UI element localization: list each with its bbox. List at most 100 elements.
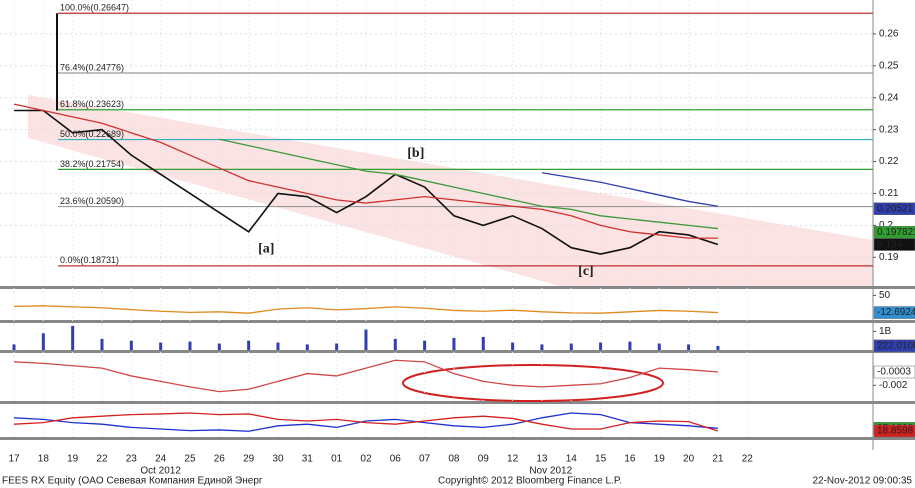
value-marker [873, 339, 915, 353]
x-tick-label: 02 [360, 454, 372, 465]
value-marker-label: 18.8598 [877, 426, 914, 437]
series-line [13, 412, 719, 432]
x-tick-label: 30 [272, 454, 284, 465]
series-line [13, 359, 718, 393]
y-tick-label: 0.25 [879, 60, 899, 71]
y-tick-label: 0.23 [879, 124, 899, 135]
fib-label: 76.4%(0.24776) [60, 62, 124, 72]
value-marker-label: 0.194 [877, 239, 902, 250]
volume-bar [247, 340, 251, 350]
y-tick-label: 0.24 [879, 92, 899, 103]
volume-bar [129, 340, 133, 350]
fib-label: 61.8%(0.23623) [60, 99, 124, 109]
value-marker-label: -12.6924 [877, 307, 915, 318]
value-marker [873, 365, 915, 379]
volume-bar [687, 344, 691, 350]
y-tick-label: -0.002 [879, 380, 908, 391]
y-tick-label: 1B [879, 326, 892, 337]
volume-bar [188, 341, 192, 350]
volume-bar [452, 337, 456, 350]
y-tick-label: 0.26 [879, 29, 899, 40]
volume-bar [540, 344, 544, 350]
volume-bar [716, 345, 720, 350]
volume-bar [100, 338, 104, 350]
fib-label: 100.0%(0.26647) [60, 3, 129, 13]
y-tick-label: 0.21 [879, 188, 899, 199]
fib-label: 0.0%(0.18731) [60, 255, 119, 265]
volume-bar [305, 344, 309, 350]
panel-separator [0, 401, 915, 404]
x-tick-label: 24 [155, 454, 167, 465]
x-tick-label: 16 [624, 454, 636, 465]
volume-bar [71, 325, 75, 350]
x-tick-label: 19 [67, 454, 79, 465]
fib-label: 38.2%(0.21754) [60, 159, 124, 169]
volume-bar [423, 340, 427, 350]
x-tick-label: 23 [126, 454, 138, 465]
volume-bar [159, 342, 163, 350]
value-marker [873, 424, 915, 438]
volume-bar [217, 343, 221, 350]
value-marker-label: 0.197821 [877, 227, 915, 238]
panel-separator [0, 437, 915, 440]
x-tick-label: 08 [448, 454, 460, 465]
x-tick-label: 25 [184, 454, 196, 465]
volume-bar [276, 342, 280, 350]
wave-label: [c] [578, 264, 594, 279]
volume-bar [393, 338, 397, 350]
volume-bar [481, 337, 485, 350]
x-tick-label: 01 [331, 454, 343, 465]
footer-left: FEES RX Equity (OAO Севевая Компания Еди… [2, 476, 263, 487]
volume-bar [599, 342, 603, 350]
x-tick-label: 26 [214, 454, 226, 465]
x-tick-label: 17 [8, 454, 20, 465]
footer-center: Copyright© 2012 Bloomberg Finance L.P. [438, 476, 622, 487]
y-tick-label: 0.19 [879, 252, 899, 263]
value-marker-label: 222.010M [877, 341, 915, 352]
volume-bar [41, 333, 45, 350]
value-marker-label: 0.20521 [877, 203, 914, 214]
x-tick-label: 06 [390, 454, 402, 465]
x-tick-label: 13 [536, 454, 548, 465]
volume-bar [657, 343, 661, 350]
volume-bar [628, 341, 632, 350]
x-tick-label: 18 [38, 454, 50, 465]
volume-bar [364, 329, 368, 350]
y-tick-label: 50 [879, 290, 891, 301]
x-tick-label: 20 [683, 454, 695, 465]
series-line [13, 412, 718, 432]
series-line [13, 103, 718, 239]
volume-bar [569, 343, 573, 350]
x-tick-label: 22 [96, 454, 108, 465]
panel-separator [0, 286, 915, 289]
panel-separator [0, 320, 915, 323]
wave-label: [a] [258, 242, 274, 257]
panel-separator [0, 350, 915, 353]
series-line [219, 138, 718, 230]
x-tick-label: 31 [302, 454, 314, 465]
y-tick-label: 0.22 [879, 156, 899, 167]
value-marker [873, 202, 915, 215]
x-tick-label: 15 [595, 454, 607, 465]
series-line [13, 305, 718, 314]
volume-bar [335, 343, 339, 350]
x-tick-label: 14 [566, 454, 578, 465]
value-marker [873, 306, 915, 319]
highlight-ellipse [402, 364, 664, 402]
period-label: Oct 2012 [140, 466, 181, 477]
x-tick-label: 09 [478, 454, 490, 465]
series-line [14, 109, 719, 255]
volume-bar [12, 344, 16, 350]
volume-bar [511, 342, 515, 350]
fib-label: 23.6%(0.20590) [60, 196, 124, 206]
value-marker-label: -0.0003 [877, 367, 911, 378]
x-tick-label: 22 [742, 454, 754, 465]
value-marker [873, 238, 915, 251]
y-tick-label: 0.2 [879, 220, 893, 231]
wave-label: [b] [407, 146, 424, 161]
trend-channel [28, 95, 873, 286]
footer-right: 22-Nov-2012 09:00:35 [812, 476, 912, 487]
x-tick-label: 21 [712, 454, 724, 465]
period-label: Nov 2012 [529, 466, 572, 477]
